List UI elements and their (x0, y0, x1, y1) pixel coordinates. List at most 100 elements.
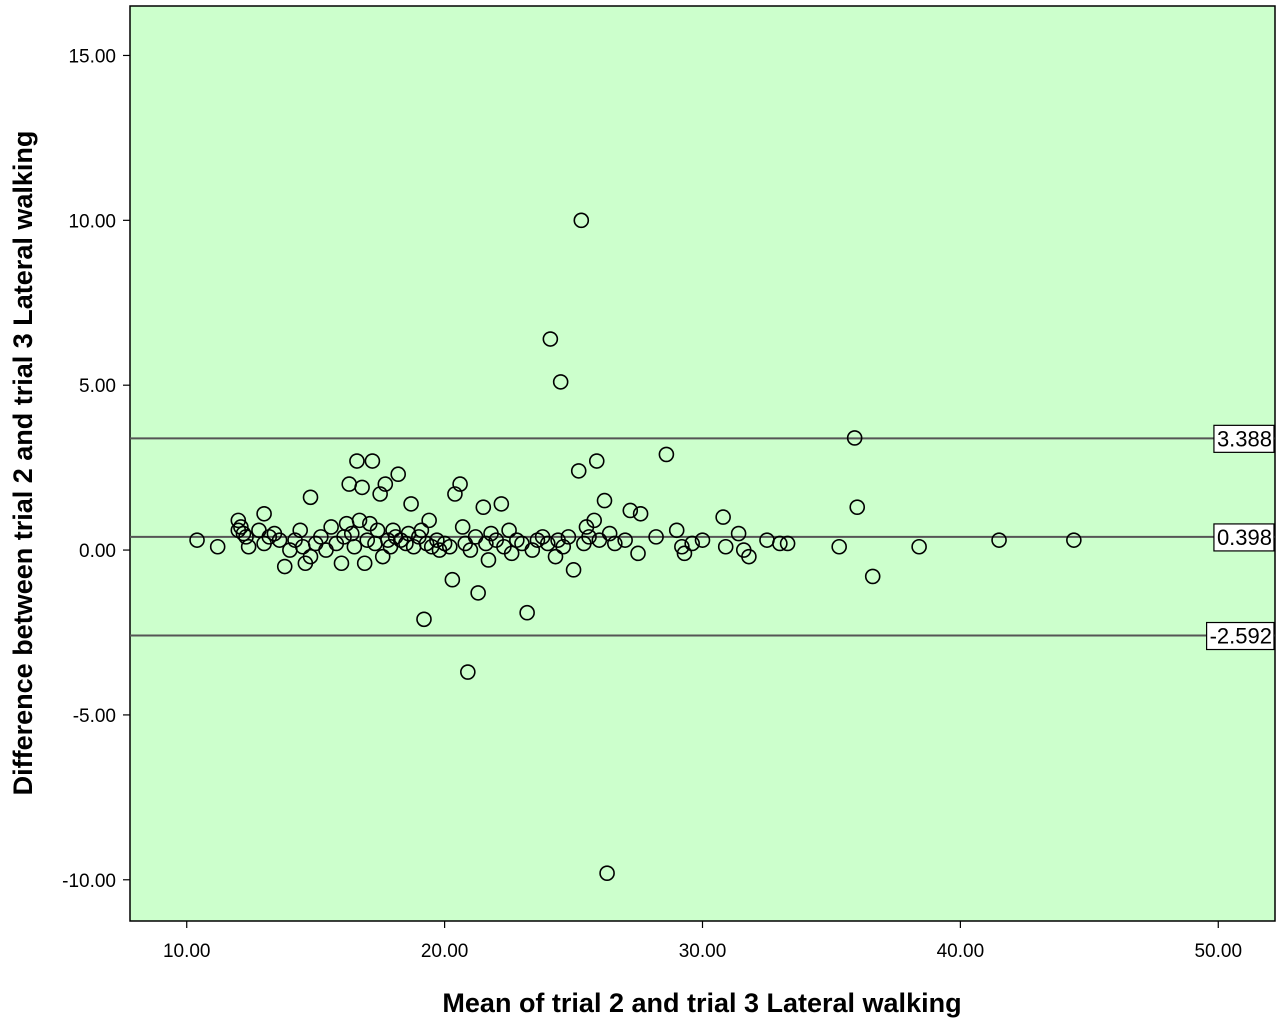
data-point (552, 374, 569, 390)
data-point (380, 532, 396, 548)
reference-line-label: 0.398 (1217, 525, 1272, 550)
data-point (911, 538, 927, 555)
data-point (460, 664, 476, 680)
data-point (560, 529, 577, 545)
data-point (1066, 532, 1082, 548)
reference-line-label-box (1206, 621, 1275, 651)
data-point (349, 453, 365, 469)
data-point (864, 568, 881, 585)
data-point (292, 522, 309, 539)
y-tick-label: 10.00 (68, 211, 116, 232)
data-point (539, 535, 556, 552)
data-point (359, 532, 376, 548)
data-point (189, 532, 205, 548)
data-point (276, 558, 293, 575)
data-point (302, 548, 319, 565)
data-point (452, 476, 468, 492)
data-point (715, 509, 731, 525)
data-point (377, 476, 394, 492)
data-point (519, 604, 535, 621)
data-point (354, 479, 370, 496)
data-point (622, 502, 639, 519)
data-point (501, 522, 517, 539)
reference-lines: 3.388 0.398 -2.592 (130, 424, 1275, 651)
data-point (364, 453, 381, 469)
data-point (674, 538, 690, 555)
data-point (238, 529, 254, 545)
data-point (323, 519, 339, 535)
data-point (586, 512, 602, 529)
data-point (374, 548, 391, 565)
data-point (240, 538, 257, 555)
data-point (475, 499, 492, 515)
data-point (346, 538, 363, 555)
data-point (209, 538, 226, 555)
data-point (462, 542, 479, 558)
data-point (779, 535, 796, 552)
data-point (429, 532, 445, 548)
data-point (831, 538, 847, 555)
y-axis: -10.00 -5.00 0.00 5.00 10.00 15.00 (62, 46, 130, 892)
data-point (403, 496, 419, 512)
data-point (441, 538, 458, 555)
y-tick-label: -5.00 (73, 706, 116, 727)
data-point (369, 522, 386, 539)
data-point (555, 538, 572, 555)
x-tick-label: 30.00 (679, 941, 727, 962)
x-axis-title: Mean of trial 2 and trial 3 Lateral walk… (442, 988, 961, 1018)
data-point (730, 525, 747, 542)
data-point (849, 499, 866, 515)
data-point (235, 525, 252, 542)
data-point (503, 545, 520, 562)
x-tick-label: 20.00 (421, 941, 469, 962)
data-point (846, 430, 863, 446)
data-point (607, 535, 623, 552)
data-point (565, 562, 582, 578)
data-point (676, 545, 693, 562)
data-points (189, 212, 1082, 881)
data-point (772, 535, 788, 552)
data-point (447, 486, 463, 502)
data-point (385, 522, 401, 539)
data-point (601, 525, 618, 542)
data-point (256, 505, 272, 522)
x-axis: 10.00 20.00 30.00 40.00 50.00 (163, 921, 1242, 962)
data-point (684, 535, 700, 552)
data-point (630, 545, 646, 562)
x-tick-label: 40.00 (937, 941, 985, 962)
reference-line-label: 3.388 (1217, 426, 1272, 451)
data-point (230, 512, 247, 529)
data-point (454, 519, 471, 535)
data-point (421, 512, 437, 529)
data-point (398, 535, 414, 552)
data-point (581, 529, 597, 545)
data-point (658, 446, 675, 463)
data-point (596, 492, 613, 509)
data-point (413, 522, 430, 539)
data-point (444, 571, 461, 588)
data-point (599, 865, 615, 881)
data-point (717, 538, 734, 555)
data-point (271, 532, 288, 548)
data-point (617, 532, 633, 548)
data-point (741, 548, 757, 565)
data-point (233, 519, 249, 535)
data-point (991, 532, 1007, 548)
data-point (356, 555, 373, 572)
data-point (648, 529, 664, 545)
x-tick-label: 10.00 (163, 941, 211, 962)
y-tick-label: -10.00 (62, 871, 116, 892)
data-point (524, 542, 541, 558)
reference-line-label-box (1213, 523, 1275, 552)
data-point (542, 331, 559, 347)
y-tick-label: 0.00 (79, 541, 116, 562)
y-tick-label: 15.00 (68, 46, 116, 67)
data-point (478, 535, 494, 552)
y-tick-label: 5.00 (79, 376, 116, 397)
data-point (333, 555, 350, 572)
data-point (390, 466, 406, 483)
data-point (493, 496, 510, 512)
data-point (351, 512, 368, 529)
data-point (302, 489, 319, 506)
